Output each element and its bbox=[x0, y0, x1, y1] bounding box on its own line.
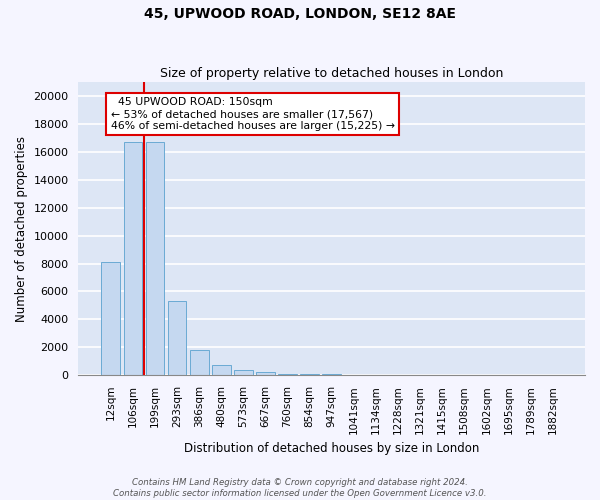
Bar bbox=[124, 142, 142, 375]
Bar bbox=[167, 301, 187, 375]
Text: Contains HM Land Registry data © Crown copyright and database right 2024.
Contai: Contains HM Land Registry data © Crown c… bbox=[113, 478, 487, 498]
Text: 45, UPWOOD ROAD, LONDON, SE12 8AE: 45, UPWOOD ROAD, LONDON, SE12 8AE bbox=[144, 8, 456, 22]
Bar bbox=[146, 142, 164, 375]
Bar bbox=[256, 372, 275, 375]
Bar bbox=[190, 350, 209, 375]
Bar bbox=[212, 366, 230, 375]
Bar bbox=[101, 262, 120, 375]
Bar bbox=[300, 374, 319, 375]
Title: Size of property relative to detached houses in London: Size of property relative to detached ho… bbox=[160, 66, 503, 80]
X-axis label: Distribution of detached houses by size in London: Distribution of detached houses by size … bbox=[184, 442, 479, 455]
Bar bbox=[344, 374, 363, 375]
Bar bbox=[322, 374, 341, 375]
Y-axis label: Number of detached properties: Number of detached properties bbox=[15, 136, 28, 322]
Text: 45 UPWOOD ROAD: 150sqm
← 53% of detached houses are smaller (17,567)
46% of semi: 45 UPWOOD ROAD: 150sqm ← 53% of detached… bbox=[111, 98, 395, 130]
Bar bbox=[278, 374, 297, 375]
Bar bbox=[234, 370, 253, 375]
